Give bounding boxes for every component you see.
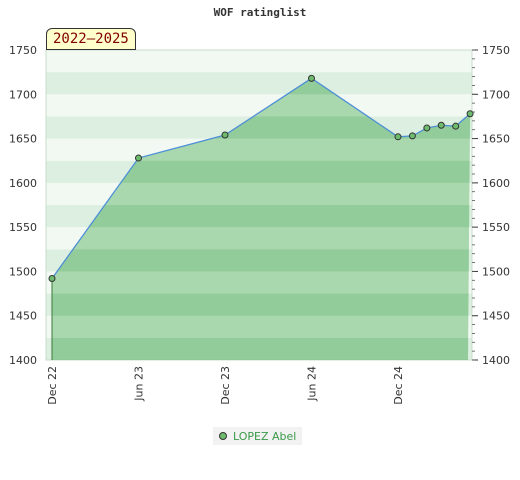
data-point bbox=[437, 121, 445, 129]
x-tick-label: Dec 24 bbox=[392, 366, 405, 405]
background-band bbox=[46, 94, 472, 117]
data-point bbox=[394, 133, 402, 141]
area-band bbox=[52, 249, 471, 272]
y-tick-label-right: 1650 bbox=[482, 133, 510, 146]
series-area bbox=[52, 78, 471, 360]
background-band bbox=[46, 72, 472, 95]
data-point bbox=[308, 74, 315, 82]
y-tick-label-left: 1750 bbox=[9, 44, 37, 57]
y-tick-label-left: 1400 bbox=[9, 354, 37, 367]
period-label: 2022–2025 bbox=[46, 28, 136, 50]
plot-frame bbox=[45, 49, 473, 361]
area-band bbox=[52, 293, 471, 316]
chart-title: WOF ratinglist bbox=[213, 6, 307, 19]
y-tick-label-right: 1600 bbox=[482, 177, 510, 190]
y-tick-label-left: 1700 bbox=[9, 88, 37, 101]
background-band bbox=[46, 205, 472, 228]
background-band bbox=[46, 271, 472, 294]
y-tick-label-right: 1400 bbox=[482, 354, 510, 367]
background-band bbox=[46, 50, 472, 73]
background-band bbox=[46, 138, 472, 161]
y-tick-label-right: 1700 bbox=[482, 88, 510, 101]
y-tick-label-right: 1450 bbox=[482, 310, 510, 323]
background-band bbox=[46, 116, 472, 139]
background-band bbox=[46, 160, 472, 183]
x-tick-label: Dec 23 bbox=[219, 366, 232, 405]
background-band bbox=[46, 227, 472, 250]
y-tick-label-left: 1450 bbox=[9, 310, 37, 323]
data-point bbox=[452, 122, 460, 130]
series-line bbox=[51, 77, 471, 279]
legend-label: LOPEZ Abel bbox=[233, 429, 297, 443]
y-tick-label-left: 1550 bbox=[9, 221, 37, 234]
legend[interactable]: LOPEZ Abel bbox=[213, 427, 303, 445]
background-band bbox=[46, 182, 472, 205]
y-tick-label-right: 1500 bbox=[482, 265, 510, 278]
data-point bbox=[48, 275, 56, 283]
y-tick-label-left: 1600 bbox=[9, 177, 37, 190]
background-band bbox=[46, 293, 472, 316]
y-tick-label-right: 1550 bbox=[482, 221, 510, 234]
data-point bbox=[221, 131, 229, 139]
x-tick-label: Jun 24 bbox=[306, 366, 319, 402]
background-band bbox=[46, 249, 472, 272]
legend-marker-icon bbox=[219, 432, 227, 440]
y-tick-label-left: 1500 bbox=[9, 265, 37, 278]
background-band bbox=[46, 315, 472, 338]
area-band bbox=[52, 337, 471, 360]
data-point bbox=[408, 132, 416, 140]
data-point bbox=[135, 154, 142, 162]
data-point bbox=[466, 110, 474, 118]
y-tick-label-right: 1750 bbox=[482, 44, 510, 57]
y-tick-label-left: 1650 bbox=[9, 133, 37, 146]
x-tick-label: Jun 23 bbox=[133, 366, 146, 402]
area-band bbox=[52, 205, 471, 228]
x-tick-label: Dec 22 bbox=[46, 366, 59, 405]
data-point bbox=[423, 124, 431, 132]
area-band bbox=[52, 160, 471, 183]
background-band bbox=[46, 337, 472, 360]
